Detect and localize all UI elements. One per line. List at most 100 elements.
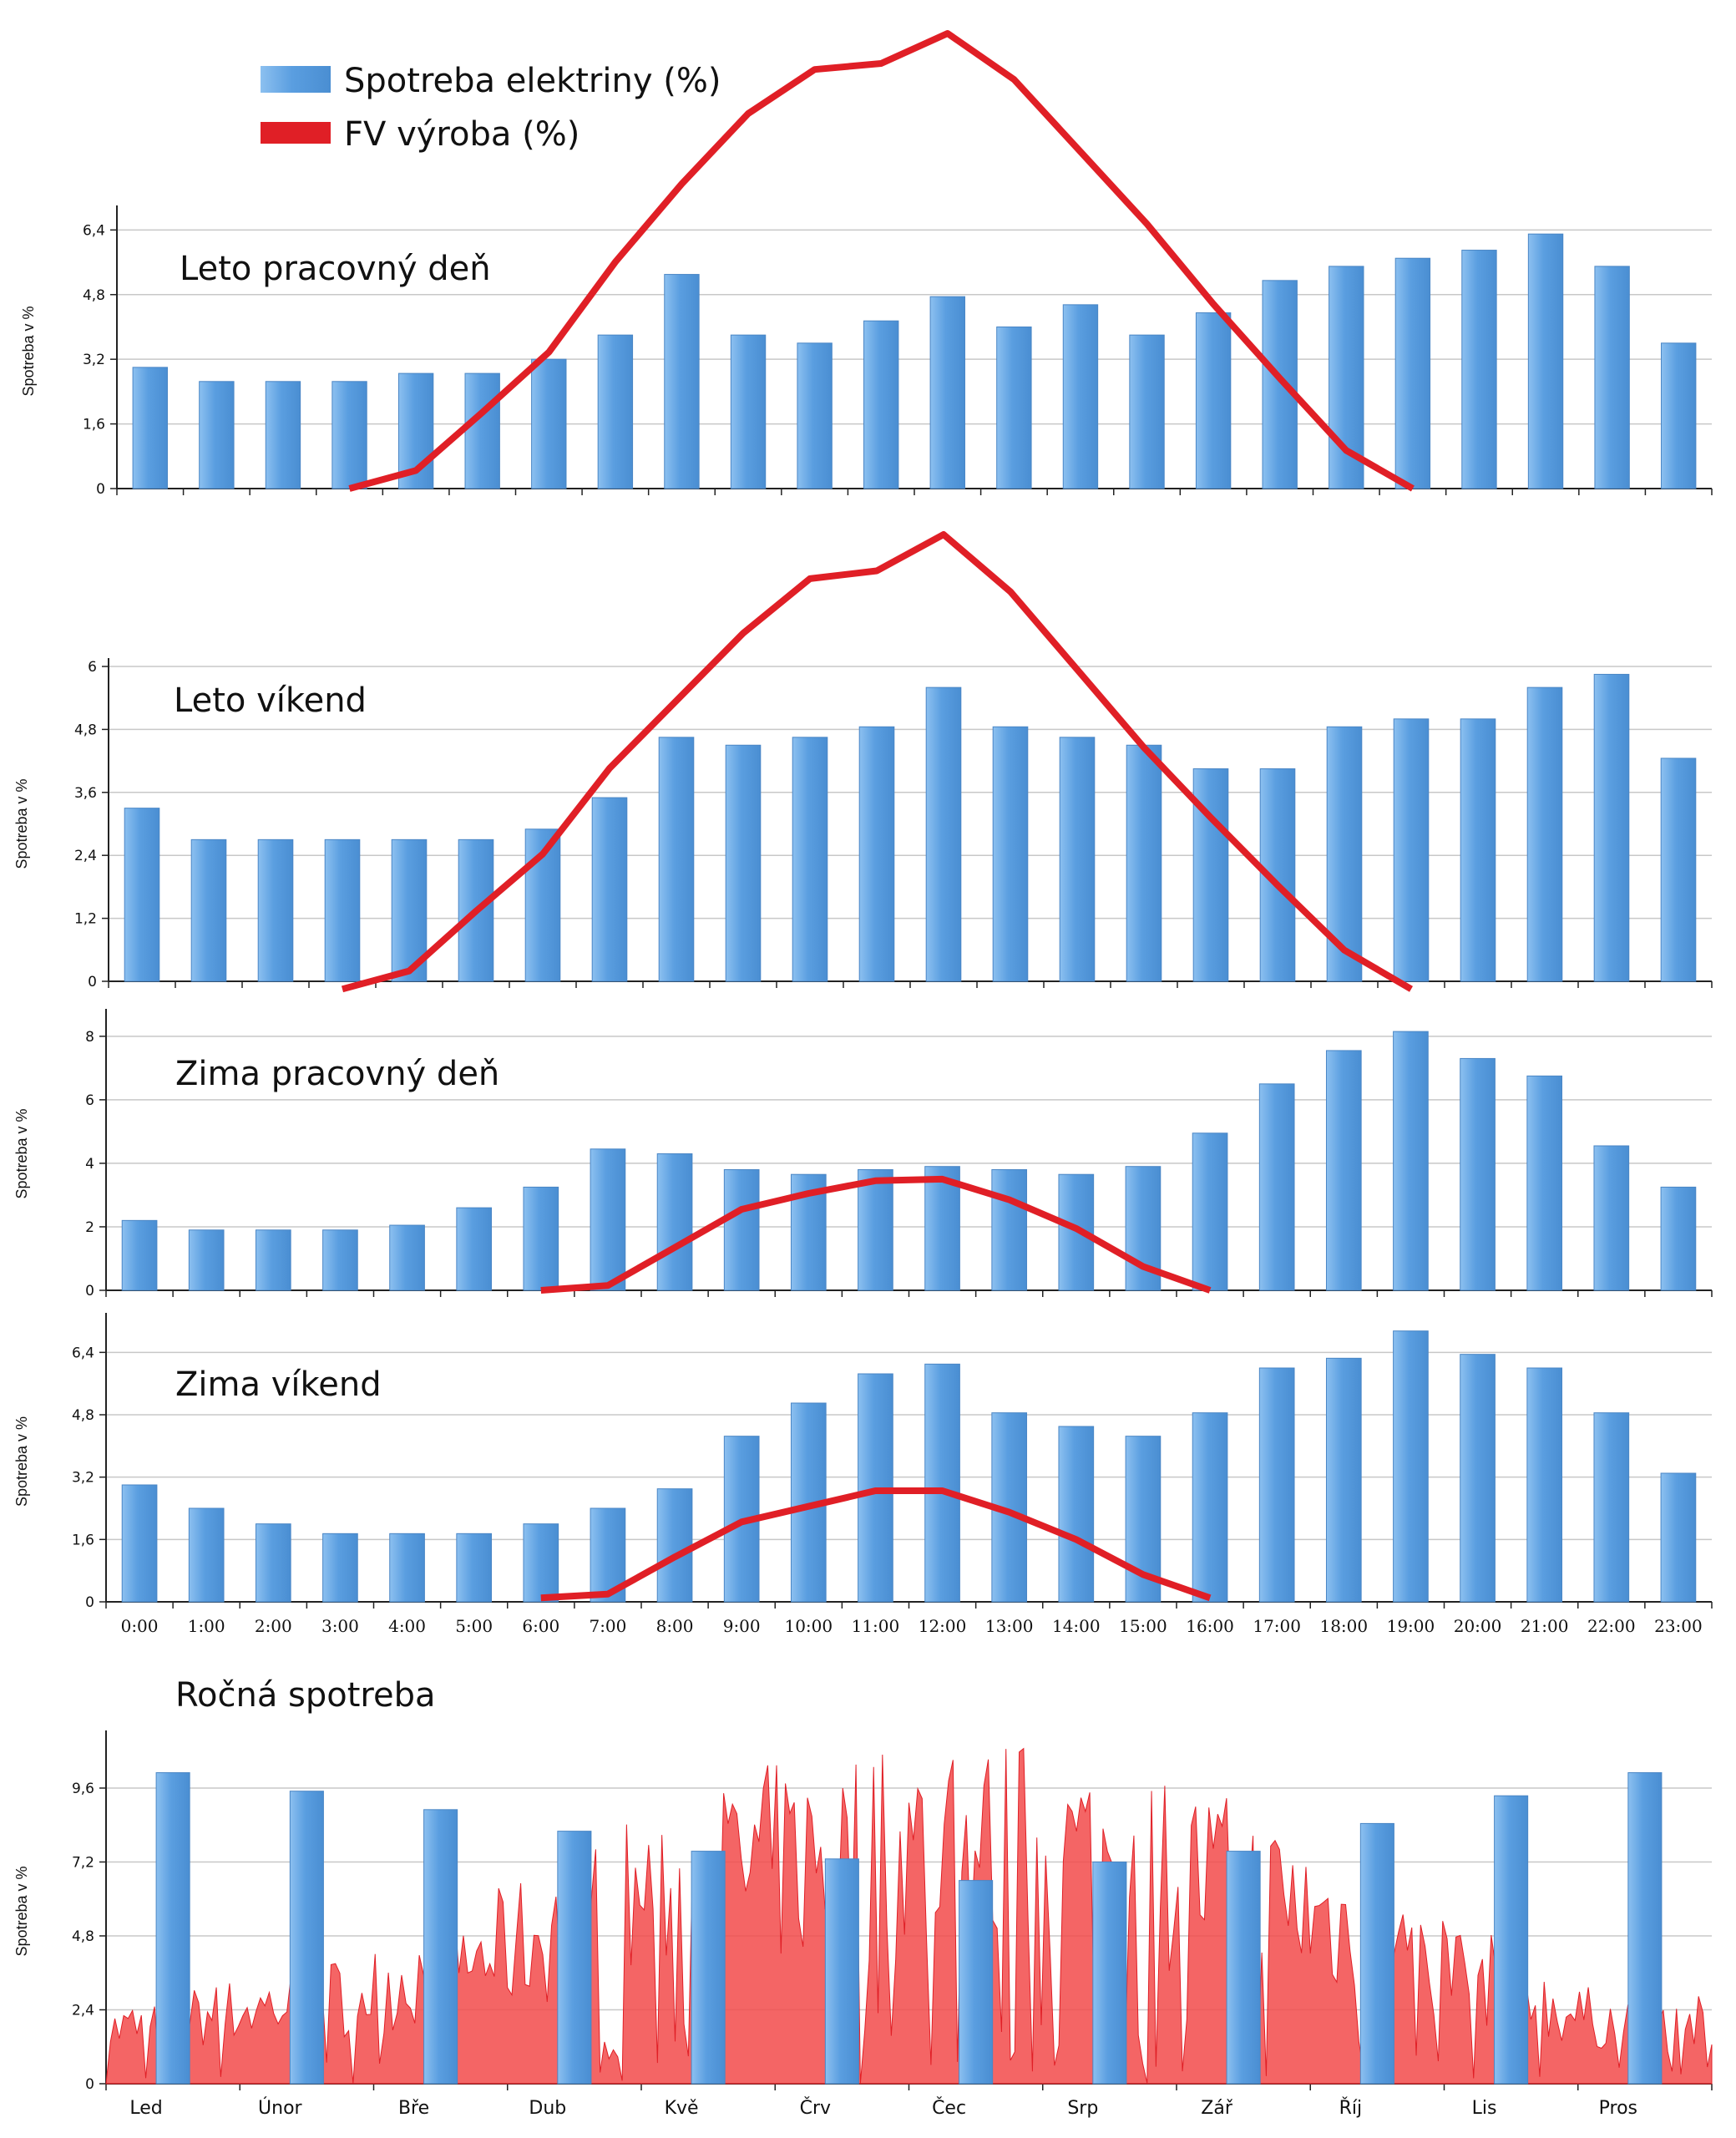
bar (597, 334, 634, 489)
bar (255, 1523, 291, 1603)
bar (1126, 744, 1162, 982)
bar (1058, 1426, 1095, 1603)
y-tick-label: 6 (85, 1092, 94, 1109)
bar (996, 326, 1032, 489)
bar (1129, 334, 1165, 489)
x-tick-label: 1:00 (188, 1616, 225, 1636)
bar (1593, 673, 1630, 982)
chart-title: Leto pracovný deň (180, 250, 491, 288)
pv-line (540, 1487, 1212, 1602)
y-tick-label: 3,2 (83, 352, 105, 368)
bar (464, 372, 500, 489)
bar (1393, 1330, 1429, 1603)
pv-line (341, 531, 1414, 993)
bar (797, 342, 833, 489)
bar (730, 334, 767, 489)
y-tick-label: 0 (96, 481, 105, 498)
pv-line (540, 1175, 1212, 1294)
legend-label-consumption: Spotreba elektriny (%) (344, 62, 721, 100)
x-tick-label: Zář (1201, 2098, 1233, 2119)
bar (691, 1851, 726, 2085)
panel-summer-weekend: 0 1,2 2,4 3,6 4,8 6 Spotreba v % Leto víkend (13, 531, 1713, 993)
bar (924, 1166, 960, 1291)
y-tick-label: 4,8 (72, 1407, 94, 1424)
y-tick-label: 6,4 (72, 1345, 94, 1361)
x-tick-label: 20:00 (1454, 1616, 1502, 1636)
bar (656, 1488, 693, 1603)
x-tick-label: 22:00 (1587, 1616, 1636, 1636)
x-tick-label: 5:00 (455, 1616, 493, 1636)
bar (332, 381, 367, 489)
bar (992, 726, 1029, 982)
legend-label-pv: FV výroba (%) (344, 115, 580, 154)
y-tick-label: 6,4 (83, 222, 105, 239)
bar (265, 381, 301, 489)
bar (1460, 1057, 1496, 1291)
bar (1627, 1772, 1663, 2085)
bar (924, 1363, 960, 1603)
bar (1325, 1357, 1362, 1603)
bar (863, 320, 899, 489)
x-tick-label: 16:00 (1186, 1616, 1234, 1636)
x-tick-label: 4:00 (388, 1616, 426, 1636)
x-tick-label: 19:00 (1387, 1616, 1435, 1636)
x-tick-label: 23:00 (1654, 1616, 1703, 1636)
bar (824, 1858, 859, 2085)
y-axis-label: Spotreba v % (13, 778, 30, 869)
bar (1262, 280, 1298, 489)
bar (199, 381, 235, 489)
chart-title: Zima pracovný deň (175, 1055, 499, 1093)
legend-swatch-pv (261, 122, 331, 144)
bar (1062, 304, 1099, 489)
bar (1460, 1354, 1496, 1603)
y-axis-label: Spotreba v % (20, 306, 37, 396)
y-tick-label: 2,4 (74, 848, 97, 864)
x-tick-label: Pros (1599, 2098, 1637, 2119)
panel-summer-workday: 0 1,6 3,2 4,8 6,4 Spotreba v % Leto pracovný d… (20, 30, 1713, 498)
bar (725, 744, 762, 982)
bar (1258, 1083, 1295, 1291)
bar (858, 1169, 893, 1291)
x-tick-label: Črv (800, 2097, 831, 2119)
bar (929, 296, 965, 489)
y-tick-label: 2,4 (72, 2003, 94, 2019)
panel-annual: 0 2,4 4,8 7,2 9,6 Spotreba v % Ročná spotreba L… (13, 1676, 1713, 2119)
bar (1460, 718, 1496, 982)
y-axis-label: Spotreba v % (13, 1866, 30, 1956)
y-tick-label: 4 (85, 1156, 94, 1173)
pv-area (105, 1747, 1713, 2085)
bar (1258, 1367, 1295, 1603)
bar (1192, 1132, 1228, 1291)
bar (658, 737, 695, 982)
y-tick-label: 0 (85, 2076, 94, 2093)
bar (456, 1207, 493, 1291)
bar (1660, 757, 1697, 982)
panel-winter-workday: 0 2 4 6 8 Spotreba v % Zima pracovný deň (13, 1009, 1713, 1300)
x-tick-label: Dub (529, 2098, 566, 2119)
y-tick-label: 9,6 (72, 1781, 94, 1797)
bar (322, 1533, 358, 1603)
chart-title: Zima víkend (175, 1365, 382, 1404)
y-tick-label: 1,6 (72, 1532, 94, 1548)
bar (1326, 726, 1363, 982)
bar (190, 838, 227, 982)
bar (656, 1153, 693, 1291)
bar (523, 1523, 559, 1603)
x-tick-label: 7:00 (589, 1616, 626, 1636)
x-tick-label: 21:00 (1521, 1616, 1569, 1636)
y-tick-label: 3,6 (74, 785, 97, 802)
bar (1661, 342, 1697, 489)
bar (591, 797, 628, 982)
bar (959, 1880, 994, 2085)
x-tick-label: Bře (398, 2098, 429, 2119)
x-tick-label: 9:00 (723, 1616, 761, 1636)
x-tick-label: 17:00 (1253, 1616, 1301, 1636)
x-tick-label: 11:00 (852, 1616, 900, 1636)
panel-winter-weekend: 0 1,6 3,2 4,8 6,4 Spotreba v % Zima víkend 0:00… (13, 1313, 1713, 1636)
legend: Spotreba elektriny (%) FV výroba (%) (261, 62, 721, 154)
pv-line (348, 30, 1415, 492)
bar (1394, 257, 1431, 489)
bar (1092, 1862, 1127, 2085)
bar (1526, 1075, 1563, 1291)
